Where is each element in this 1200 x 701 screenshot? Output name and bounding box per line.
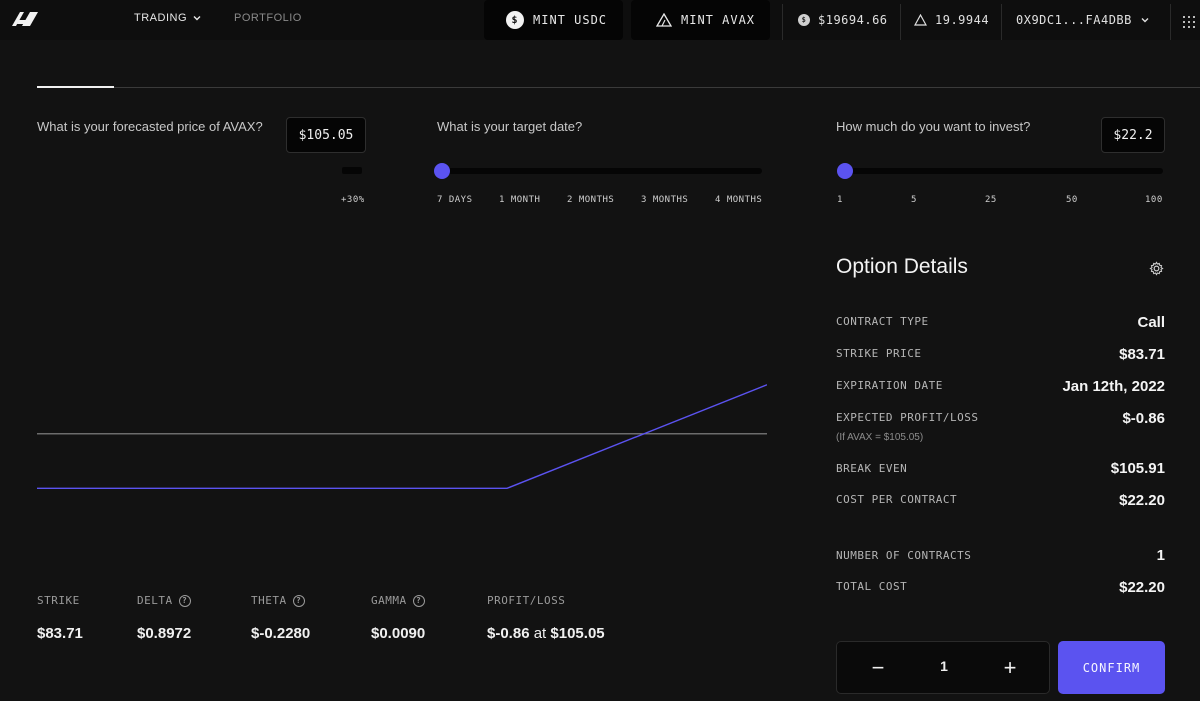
profit-loss-amount: $-0.86: [487, 625, 530, 642]
quantity-input[interactable]: 1: [940, 658, 948, 674]
avax-balance-chip: 19.9944: [914, 0, 989, 40]
wallet-address: 0X9DC1...FA4DBB: [1016, 13, 1132, 27]
chevron-down-icon: [1141, 18, 1149, 23]
total-cost-value: $22.20: [1119, 579, 1165, 596]
delta-label: DELTA ?: [137, 594, 191, 607]
invest-tick-100[interactable]: 100: [1145, 195, 1163, 205]
forecast-question: What is your forecasted price of AVAX?: [37, 119, 263, 134]
expiration-date-value: Jan 12th, 2022: [1062, 378, 1165, 395]
usdc-icon: $: [506, 11, 524, 29]
invest-tick-5[interactable]: 5: [911, 195, 917, 205]
break-even-value: $105.91: [1110, 460, 1165, 477]
theta-label-text: THETA: [251, 594, 287, 607]
expiration-date-label: EXPIRATION DATE: [836, 379, 943, 392]
invest-tick-50[interactable]: 50: [1066, 195, 1078, 205]
strike-label-text: STRIKE: [37, 594, 80, 607]
date-tick-1-month[interactable]: 1 MONTH: [499, 195, 541, 205]
cost-per-contract-value: $22.20: [1119, 492, 1165, 509]
invest-slider-track[interactable]: [837, 168, 1163, 174]
avax-icon: [656, 13, 672, 27]
profit-loss-at: at: [533, 625, 547, 642]
usdc-icon: $: [798, 14, 810, 26]
date-tick-3-months[interactable]: 3 MONTHS: [641, 195, 689, 205]
nav-portfolio[interactable]: PORTFOLIO: [234, 12, 302, 24]
invest-amount-input[interactable]: $22.2: [1101, 117, 1165, 153]
theta-value: $-0.2280: [251, 625, 311, 642]
profit-loss-label: PROFIT/LOSS: [487, 594, 565, 607]
option-details-title: Option Details: [836, 255, 968, 278]
avax-icon: [914, 14, 927, 26]
profit-loss-price: $105.05: [550, 625, 605, 642]
date-tick-4-months[interactable]: 4 MONTHS: [715, 195, 763, 205]
forecast-price-input[interactable]: $105.05: [286, 117, 366, 153]
invest-slider-handle[interactable]: [837, 163, 853, 179]
delta-label-text: DELTA: [137, 594, 173, 607]
help-icon[interactable]: ?: [292, 594, 305, 607]
strike-price-label: STRIKE PRICE: [836, 347, 922, 360]
avax-balance: 19.9944: [935, 13, 990, 27]
expected-profit-loss-sublabel: (If AVAX = $105.05): [836, 432, 924, 443]
invest-tick-1[interactable]: 1: [837, 195, 843, 205]
gamma-label: GAMMA ?: [371, 594, 425, 607]
strike-label: STRIKE: [37, 594, 80, 607]
usdc-balance-chip: $ $19694.66: [798, 0, 888, 40]
divider: [1001, 4, 1002, 40]
date-tick-2-months[interactable]: 2 MONTHS: [567, 195, 615, 205]
expected-profit-loss-label: EXPECTED PROFIT/LOSS: [836, 411, 979, 424]
gamma-value: $0.0090: [371, 625, 426, 642]
target-date-question: What is your target date?: [437, 119, 583, 134]
expected-profit-loss-value: $-0.86: [1122, 410, 1165, 427]
invest-tick-25[interactable]: 25: [985, 195, 997, 205]
number-of-contracts-label: NUMBER OF CONTRACTS: [836, 549, 972, 562]
date-tick-7-days[interactable]: 7 DAYS: [437, 195, 473, 205]
mint-avax-label: MINT AVAX: [681, 13, 756, 27]
gamma-label-text: GAMMA: [371, 594, 407, 607]
nav-trading[interactable]: TRADING: [134, 12, 202, 24]
usdc-balance: $19694.66: [818, 13, 888, 27]
app-logo-icon[interactable]: [10, 6, 40, 30]
increment-button[interactable]: +: [1003, 655, 1017, 680]
cost-per-contract-label: COST PER CONTRACT: [836, 493, 958, 506]
confirm-button[interactable]: CONFIRM: [1058, 641, 1165, 694]
gear-icon[interactable]: [1149, 261, 1164, 276]
forecast-slider-track[interactable]: [342, 167, 362, 174]
forecast-tick-label: +30%: [341, 195, 365, 205]
strike-value: $83.71: [37, 625, 83, 642]
decrement-button[interactable]: −: [871, 655, 885, 680]
target-date-slider-track[interactable]: [437, 168, 762, 174]
top-nav: TRADING PORTFOLIO $ MINT USDC MINT AVAX …: [0, 0, 1200, 40]
payoff-line: [37, 384, 767, 490]
help-icon[interactable]: ?: [412, 594, 425, 607]
profit-loss-value: $-0.86 at $105.05: [487, 625, 605, 642]
theta-label: THETA ?: [251, 594, 305, 607]
apps-grid-icon[interactable]: [1170, 4, 1200, 40]
strike-price-value: $83.71: [1119, 346, 1165, 363]
mint-usdc-label: MINT USDC: [533, 13, 608, 27]
mint-usdc-button[interactable]: $ MINT USDC: [484, 0, 623, 40]
divider: [900, 4, 901, 40]
nav-trading-label: TRADING: [134, 12, 187, 24]
contract-type-value: Call: [1137, 314, 1165, 331]
number-of-contracts-value: 1: [1156, 547, 1165, 564]
chevron-down-icon: [193, 16, 201, 21]
contract-type-label: CONTRACT TYPE: [836, 315, 929, 328]
wallet-address-button[interactable]: 0X9DC1...FA4DBB: [1016, 0, 1150, 40]
help-icon[interactable]: ?: [178, 594, 191, 607]
quantity-stepper: − 1 +: [836, 641, 1050, 694]
tabs-divider: [37, 87, 1200, 88]
payoff-chart: [37, 384, 767, 490]
divider: [782, 4, 783, 40]
profit-loss-label-text: PROFIT/LOSS: [487, 594, 566, 607]
break-even-label: BREAK EVEN: [836, 462, 908, 475]
mint-avax-button[interactable]: MINT AVAX: [631, 0, 770, 40]
active-tab-indicator[interactable]: [37, 86, 114, 88]
total-cost-label: TOTAL COST: [836, 580, 908, 593]
delta-value: $0.8972: [137, 625, 192, 642]
target-date-slider-handle[interactable]: [434, 163, 450, 179]
invest-question: How much do you want to invest?: [836, 119, 1031, 134]
